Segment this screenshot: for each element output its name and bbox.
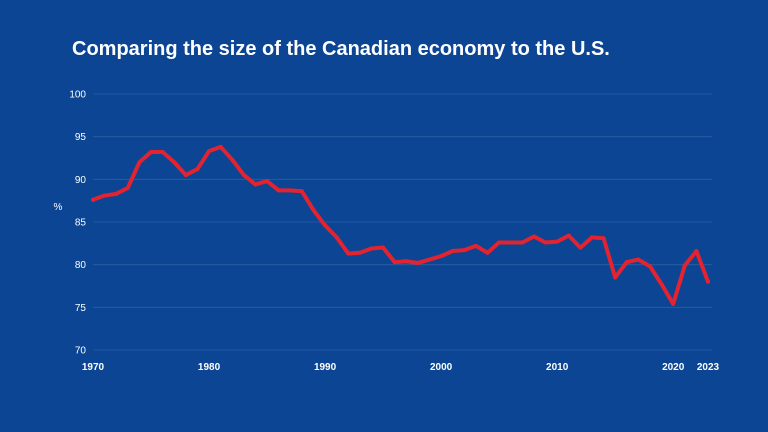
data-point-2009 <box>543 240 548 245</box>
data-point-1988 <box>299 189 304 194</box>
data-point-2006 <box>508 240 513 245</box>
data-point-1978 <box>183 173 188 178</box>
data-point-1998 <box>415 260 420 265</box>
data-point-1973 <box>125 185 130 190</box>
y-tick-label: 95 <box>75 132 87 143</box>
data-point-1972 <box>114 191 119 196</box>
gridlines <box>93 93 712 351</box>
data-point-1976 <box>160 150 165 155</box>
data-point-1987 <box>288 188 293 193</box>
chart-title: Comparing the size of the Canadian econo… <box>72 38 610 60</box>
data-point-1985 <box>265 179 270 184</box>
data-point-1996 <box>392 260 397 265</box>
x-tick-label: 2023 <box>697 362 720 373</box>
data-point-1982 <box>230 157 235 162</box>
series-layer <box>91 144 710 306</box>
x-axis-ticks: 1970 1980 1990 2000 2010 2020 2023 <box>82 362 720 373</box>
data-point-1974 <box>137 160 142 165</box>
x-tick-label: 1980 <box>198 362 221 373</box>
data-point-1977 <box>172 160 177 165</box>
data-point-1994 <box>369 246 374 251</box>
data-point-1981 <box>218 144 223 149</box>
y-tick-label: 75 <box>75 303 87 314</box>
data-point-2008 <box>531 234 536 239</box>
data-point-1997 <box>404 259 409 264</box>
data-point-1970 <box>91 197 95 202</box>
data-point-2000 <box>439 254 444 259</box>
y-axis-label: % <box>54 202 63 213</box>
data-point-2005 <box>497 240 502 245</box>
data-point-1995 <box>381 245 386 250</box>
data-point-2018 <box>647 264 652 269</box>
x-tick-label: 2020 <box>662 362 685 373</box>
data-point-2001 <box>450 249 455 254</box>
data-point-2012 <box>578 245 583 250</box>
y-tick-label: 90 <box>75 175 87 186</box>
data-point-2021 <box>682 263 687 268</box>
data-point-2007 <box>520 240 525 245</box>
x-tick-label: 2010 <box>546 362 569 373</box>
data-point-1975 <box>149 150 154 155</box>
data-point-2016 <box>624 260 629 265</box>
data-point-2013 <box>589 235 594 240</box>
data-point-1983 <box>241 173 246 178</box>
data-point-2010 <box>555 239 560 244</box>
data-point-1992 <box>346 251 351 256</box>
data-point-1999 <box>427 257 432 262</box>
data-point-2017 <box>636 257 641 262</box>
data-point-1989 <box>311 208 316 213</box>
y-tick-label: 70 <box>75 346 87 357</box>
data-point-2022 <box>694 249 699 254</box>
data-point-2015 <box>613 275 618 280</box>
x-tick-label: 1970 <box>82 362 105 373</box>
data-point-2019 <box>659 282 664 287</box>
data-point-2002 <box>462 248 467 253</box>
data-point-1991 <box>334 235 339 240</box>
data-point-1990 <box>323 223 328 228</box>
data-point-1980 <box>207 149 212 154</box>
y-axis-ticks: 70 75 80 85 90 95 100 <box>69 90 86 357</box>
y-tick-label: 100 <box>69 90 86 101</box>
data-point-1993 <box>357 250 362 255</box>
data-point-2011 <box>566 233 571 238</box>
series-line <box>91 144 710 306</box>
data-point-1984 <box>253 182 258 187</box>
data-point-2023 <box>706 279 710 284</box>
y-tick-label: 85 <box>75 218 87 229</box>
data-point-2020 <box>671 301 676 306</box>
data-point-1971 <box>102 193 107 198</box>
data-point-2003 <box>473 243 478 248</box>
x-tick-label: 2000 <box>430 362 453 373</box>
y-tick-label: 80 <box>75 260 87 271</box>
x-tick-label: 1990 <box>314 362 337 373</box>
data-point-2014 <box>601 236 606 241</box>
data-point-2004 <box>485 250 490 255</box>
data-point-1986 <box>276 188 281 193</box>
data-point-1979 <box>195 167 200 172</box>
